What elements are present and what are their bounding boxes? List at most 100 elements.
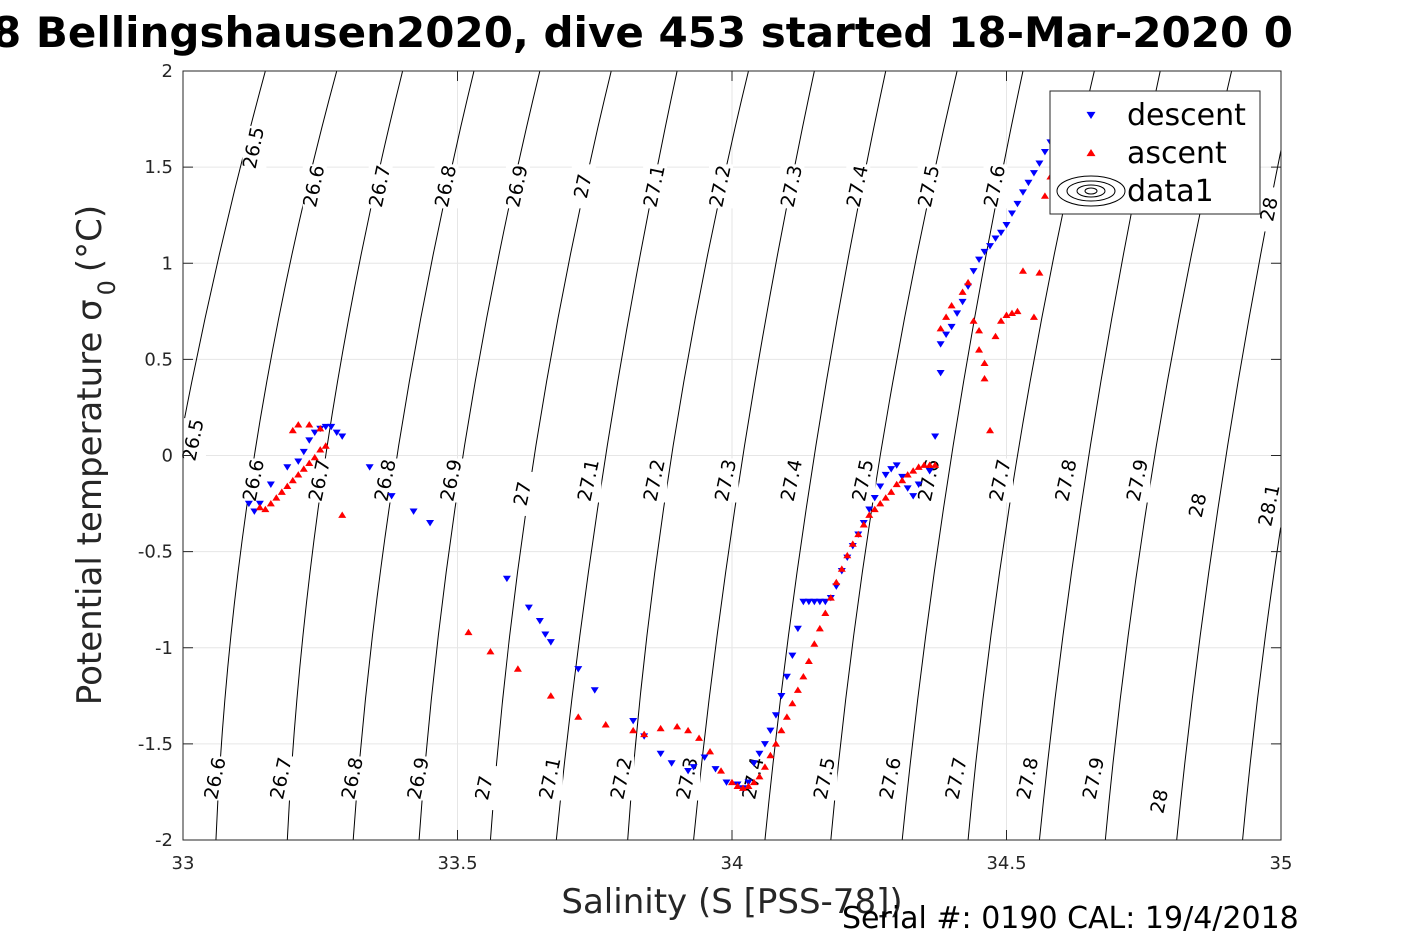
descent-point — [887, 466, 896, 473]
ascent-point — [870, 505, 879, 513]
contour-label-bg — [538, 756, 563, 801]
contour-label-bg — [1186, 483, 1211, 528]
contour-label-bg — [676, 756, 701, 801]
ascent-point — [749, 778, 758, 786]
ascent-point — [942, 313, 951, 320]
ascent-point — [288, 476, 297, 484]
descent-point — [804, 598, 813, 606]
ascent-point — [673, 722, 682, 730]
ascent-point — [310, 453, 319, 461]
ascent-point — [920, 461, 929, 468]
ascent-point — [865, 511, 874, 518]
ascent-point — [601, 721, 610, 728]
descent-point — [788, 652, 797, 660]
descent-point — [947, 323, 956, 331]
contour-line — [183, 71, 266, 430]
descent-point — [766, 727, 775, 735]
ascent-point — [771, 740, 780, 747]
ascent-point — [887, 488, 896, 495]
contour-label-bg — [780, 164, 805, 209]
descent-point — [667, 760, 676, 767]
contour-label-bg — [989, 458, 1014, 503]
ascent-point — [717, 767, 726, 774]
legend-ascent-marker — [1086, 148, 1096, 157]
contour-label-bg — [813, 756, 838, 801]
ascent-point — [837, 565, 846, 572]
contour-label-bg — [505, 164, 530, 209]
descent-point — [689, 764, 698, 771]
x-axis-label: Salinity (S [PSS-78]) — [561, 882, 902, 922]
ascent-point — [991, 332, 1000, 340]
y-tick-label: -1.5 — [138, 734, 173, 755]
descent-point — [387, 493, 396, 500]
contour-label-bg — [1082, 756, 1107, 801]
y-axis-label-main: Potential temperature σ — [70, 299, 110, 705]
contour-label: 27 — [471, 774, 498, 802]
descent-point — [969, 268, 978, 275]
ascent-point — [684, 726, 693, 734]
ascent-point — [766, 751, 775, 759]
ascent-point — [936, 325, 945, 332]
descent-point — [1007, 210, 1016, 217]
contour-label: 28 — [1256, 195, 1283, 223]
descent-point — [546, 639, 555, 646]
descent-point — [749, 760, 758, 767]
ascent-point — [733, 782, 742, 789]
descent-point — [535, 618, 544, 625]
contour-label-bg — [917, 164, 942, 209]
y-tick-label: -0.5 — [138, 542, 173, 563]
y-axis-label-subscript: 0 — [93, 280, 121, 295]
ascent-point — [821, 609, 830, 616]
contour-label-bg — [945, 756, 970, 801]
ascent-point — [266, 499, 275, 507]
x-axis-ticks: 33 33.5 34 34.5 35 — [172, 71, 1292, 874]
ascent-point — [486, 647, 495, 655]
ascent-point — [793, 686, 802, 693]
descent-point — [409, 508, 418, 515]
contour-label-bg — [1054, 458, 1079, 503]
ascent-point — [958, 288, 967, 295]
descent-point — [782, 673, 791, 681]
contour-label-bg — [181, 418, 206, 463]
descent-point — [986, 243, 995, 250]
contour-label-bg — [302, 164, 327, 209]
descent-point — [299, 448, 308, 456]
ascent-point — [997, 317, 1006, 324]
y-axis-label: Potential temperature σ 0 (°C) — [70, 205, 121, 705]
ascent-point — [826, 594, 835, 601]
contour-label-bg — [434, 164, 459, 209]
contour-label-bg — [407, 756, 432, 801]
ascent-point — [925, 461, 934, 468]
legend-contour-icon — [1066, 180, 1116, 202]
descent-point — [793, 625, 802, 633]
y-tick-label: 2 — [162, 61, 173, 82]
legend-contour-icon — [1056, 175, 1126, 207]
descent-point — [931, 433, 940, 440]
contour-label-bg — [472, 766, 497, 811]
descent-point — [1035, 160, 1044, 167]
y-tick-label: -1 — [155, 638, 173, 659]
ascent-point — [640, 730, 649, 738]
ascent-point — [321, 442, 330, 449]
x-tick-label: 33.5 — [437, 853, 477, 874]
ascent-point — [931, 461, 940, 468]
contour-label-bg — [1148, 779, 1173, 824]
ascent-point — [755, 772, 764, 780]
ascent-point — [464, 628, 473, 636]
contour-label-bg — [1258, 483, 1283, 528]
descent-point — [294, 458, 303, 465]
ascent-point — [283, 482, 292, 490]
ascent-point — [903, 471, 912, 478]
contour-label-bg — [341, 756, 366, 801]
contour-label-bg — [983, 164, 1008, 209]
ascent-point — [914, 463, 923, 470]
ascent-point — [1035, 269, 1044, 276]
ascent-point — [574, 713, 583, 720]
descent-point — [1013, 200, 1022, 208]
serial-calibration-note: Serial #: 0190 CAL: 19/4/2018 — [842, 901, 1299, 936]
x-tick-label: 33 — [172, 853, 195, 874]
ascent-point — [782, 713, 791, 720]
descent-point — [975, 256, 984, 264]
descent-point — [903, 485, 912, 492]
